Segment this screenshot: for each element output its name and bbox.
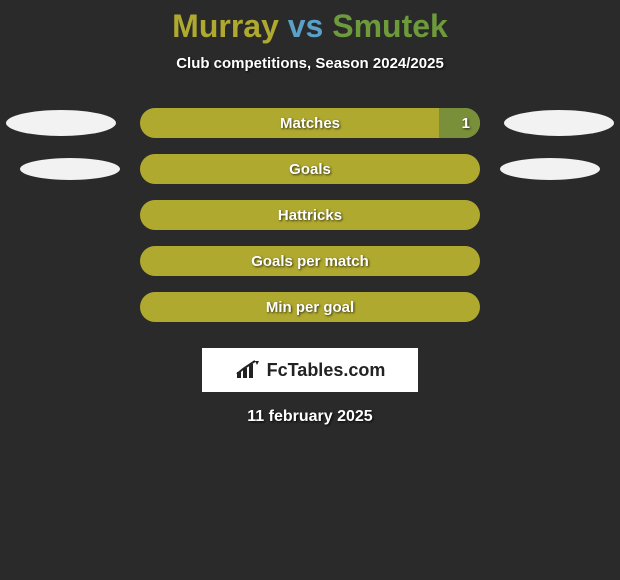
subtitle: Club competitions, Season 2024/2025 [0,55,620,72]
stat-bar-track: Goals per match [140,246,480,276]
stat-label: Min per goal [266,299,354,316]
date-text: 11 february 2025 [0,408,620,426]
stat-bar-track: Goals [140,154,480,184]
logo-text: FcTables.com [267,360,386,381]
stat-rows: Matches 1 Goals Hattricks Goals per match Min… [0,100,620,330]
logo-chart-icon [235,360,263,380]
stat-bar-track: Matches 1 [140,108,480,138]
stat-row: Matches 1 [0,100,620,146]
player1-avatar-ellipse [6,110,116,136]
player1-name: Murray [172,8,279,44]
title-vs: vs [288,8,324,44]
logo-box: FcTables.com [202,348,418,392]
stat-row: Hattricks [0,192,620,238]
stat-bar-fill [439,108,480,138]
stat-label: Hattricks [278,207,342,224]
player2-avatar-ellipse [500,158,600,180]
player1-avatar-ellipse [20,158,120,180]
stat-bar-track: Hattricks [140,200,480,230]
stat-bar-track: Min per goal [140,292,480,322]
player2-avatar-ellipse [504,110,614,136]
stat-label: Matches [280,115,340,132]
player2-name: Smutek [332,8,448,44]
logo-inner: FcTables.com [235,360,386,381]
stat-label: Goals [289,161,331,178]
stat-right-value: 1 [462,115,470,132]
stat-label: Goals per match [251,253,369,270]
stat-row: Min per goal [0,284,620,330]
infographic-container: Murray vs Smutek Club competitions, Seas… [0,0,620,580]
stat-row: Goals per match [0,238,620,284]
page-title: Murray vs Smutek [0,8,620,45]
stat-row: Goals [0,146,620,192]
